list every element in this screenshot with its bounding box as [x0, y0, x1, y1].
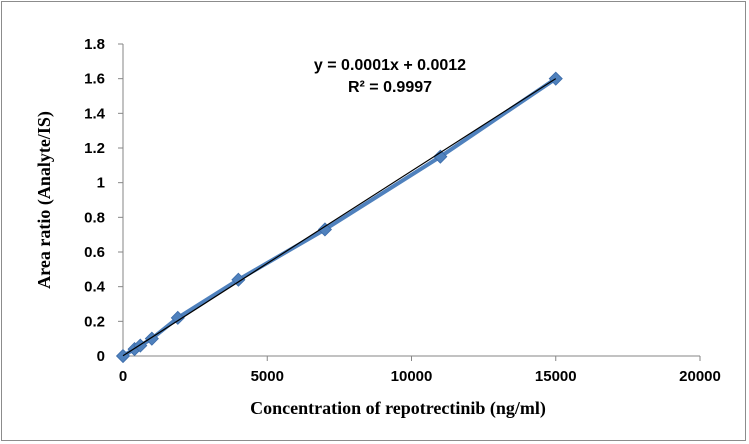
data-point-marker	[433, 149, 448, 164]
data-point-marker	[231, 272, 246, 287]
y-tick-label: 0.4	[84, 279, 106, 296]
y-tick-label: 1.8	[84, 36, 105, 53]
y-tick-label: 0	[97, 348, 105, 365]
trendline-equation: y = 0.0001x + 0.0012	[314, 57, 466, 74]
x-tick-label: 5000	[251, 368, 284, 385]
data-point-marker	[317, 222, 333, 237]
x-tick-label: 0	[119, 368, 127, 385]
trendline	[122, 78, 557, 357]
x-tick-label: 15000	[535, 368, 577, 385]
y-tick-label: 1.4	[84, 105, 106, 122]
data-point-marker	[170, 310, 185, 325]
y-tick-label: 1	[97, 175, 105, 192]
x-tick-label: 20000	[679, 368, 721, 385]
y-tick-label: 1.2	[84, 140, 105, 157]
x-tick-label: 10000	[391, 368, 433, 385]
x-axis-title: Concentration of repotrectinib (ng/ml)	[250, 398, 546, 419]
y-tick-label: 0.2	[84, 313, 105, 330]
y-tick-labels: 0 0.2 0.4 0.6 0.8 1 1.2 1.4 1.6 1.8	[84, 36, 123, 365]
x-tick-labels: 0 5000 10000 15000 20000	[119, 356, 721, 385]
y-tick-label: 0.6	[84, 244, 105, 261]
data-point-marker	[115, 348, 131, 364]
y-axis-title: Area ratio (Analyte/IS)	[34, 111, 55, 289]
trendline-group	[122, 78, 557, 357]
y-tick-label: 0.8	[84, 209, 105, 226]
r-squared-label: R² = 0.9997	[348, 79, 432, 96]
y-tick-label: 1.6	[84, 71, 105, 88]
